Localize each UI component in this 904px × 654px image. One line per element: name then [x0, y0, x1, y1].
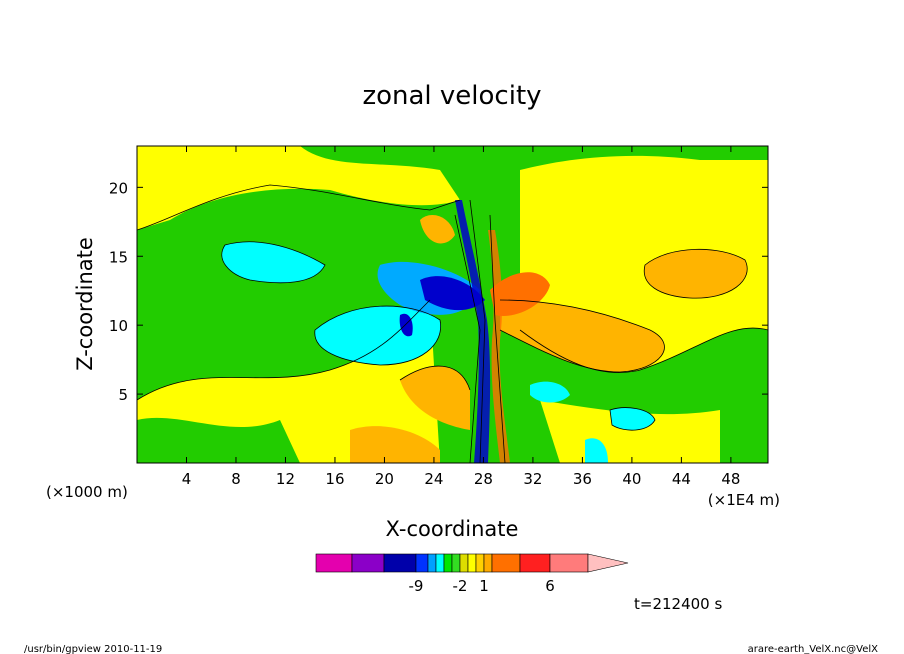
x-tick-label: 40 — [622, 470, 641, 488]
colorbar-swatch — [351, 553, 385, 573]
colorbar-swatch — [415, 553, 429, 573]
colorbar-swatch — [483, 553, 493, 573]
colorbar-tick-labels: -9 -2 1 6 — [409, 577, 555, 595]
footer-right: arare-earth_VelX.nc@VelX — [748, 644, 879, 654]
footer-left: /usr/bin/gpview 2010-11-19 — [24, 644, 162, 654]
colorbar-tick-label: 6 — [545, 577, 555, 595]
colorbar — [315, 553, 629, 573]
central-jet — [455, 200, 491, 463]
colorbar-swatch — [467, 553, 477, 573]
plot-frame — [136, 145, 769, 464]
blue-spot — [399, 313, 413, 337]
colorbar-tick-label: -2 — [453, 577, 468, 595]
orange-base-left — [350, 426, 440, 463]
colorbar-extend-arrow — [587, 553, 629, 573]
green-strip-bottom-left — [137, 417, 300, 463]
time-annotation: t=212400 s — [634, 595, 722, 613]
x-unit-left: (×1000 m) — [46, 483, 128, 501]
colorbar-swatch — [519, 553, 551, 573]
contour-lines — [137, 184, 768, 463]
y-tick-label: 20 — [109, 179, 128, 197]
y-tick-label: 5 — [118, 386, 128, 404]
x-tick-label: 16 — [325, 470, 344, 488]
cyan-blob-bottom — [610, 407, 655, 431]
colorbar-swatch — [443, 553, 453, 573]
x-axis-label: X-coordinate — [386, 517, 519, 541]
x-tick-label: 28 — [474, 470, 493, 488]
orange-plume-left — [400, 366, 470, 430]
yellow-region-bottom-left — [137, 300, 440, 463]
orange-upper-lobe — [420, 215, 455, 244]
y-tick-label: 10 — [109, 317, 128, 335]
x-tick-label: 24 — [424, 470, 443, 488]
x-tick-label: 44 — [672, 470, 691, 488]
cyan-blob-base — [585, 438, 608, 463]
x-unit-right: (×1E4 m) — [708, 491, 780, 509]
contour-field — [137, 146, 768, 463]
cyan-blob-mid — [530, 381, 570, 403]
dark-orange-core — [490, 272, 550, 316]
y-axis-label: Z-coordinate — [73, 237, 97, 371]
colorbar-swatch — [451, 553, 461, 573]
chart-title: zonal velocity — [362, 81, 541, 111]
colorbar-swatch — [435, 553, 445, 573]
blue-core — [420, 276, 485, 311]
x-tick-label: 4 — [182, 470, 192, 488]
colorbar-swatch — [475, 553, 485, 573]
colorbar-tick-label: -9 — [409, 577, 424, 595]
colorbar-tick-label: 1 — [479, 577, 489, 595]
colorbar-swatch — [549, 553, 589, 573]
y-axis-ticks: 5 10 15 20 — [109, 179, 768, 404]
colorbar-swatch — [315, 553, 353, 573]
orange-blob-right — [644, 249, 748, 299]
x-tick-label: 48 — [721, 470, 740, 488]
colorbar-swatch — [383, 553, 417, 573]
colorbar-swatch — [491, 553, 521, 573]
cyan-blob-left — [221, 241, 325, 283]
colorbar-swatch — [427, 553, 437, 573]
x-tick-label: 12 — [276, 470, 295, 488]
x-tick-label: 8 — [231, 470, 241, 488]
x-tick-label: 32 — [523, 470, 542, 488]
y-tick-label: 15 — [109, 248, 128, 266]
orange-plume-right — [500, 300, 665, 372]
colorbar-swatch — [459, 553, 469, 573]
x-tick-label: 36 — [573, 470, 592, 488]
x-axis-ticks: 4 8 12 16 20 24 28 32 36 40 44 48 — [182, 146, 740, 488]
x-tick-label: 20 — [375, 470, 394, 488]
